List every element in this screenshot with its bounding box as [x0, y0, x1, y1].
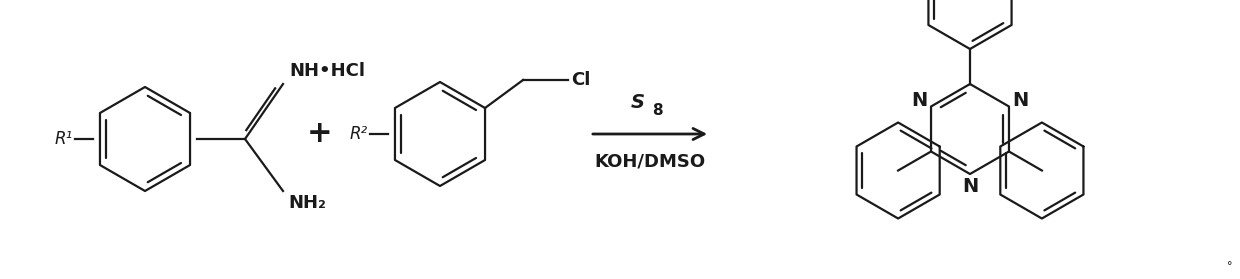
- Text: NH•HCl: NH•HCl: [289, 62, 365, 80]
- Text: KOH/DMSO: KOH/DMSO: [594, 152, 706, 170]
- Text: N: N: [962, 177, 978, 196]
- Text: N: N: [1012, 90, 1028, 109]
- Text: N: N: [911, 90, 928, 109]
- Text: +: +: [308, 119, 332, 148]
- Text: Cl: Cl: [572, 71, 590, 89]
- Text: S: S: [631, 93, 645, 112]
- Text: NH₂: NH₂: [288, 194, 326, 212]
- Text: °: °: [1226, 261, 1233, 271]
- Text: 8: 8: [652, 103, 662, 118]
- Text: R¹: R¹: [55, 130, 73, 148]
- Text: R²: R²: [350, 125, 368, 143]
